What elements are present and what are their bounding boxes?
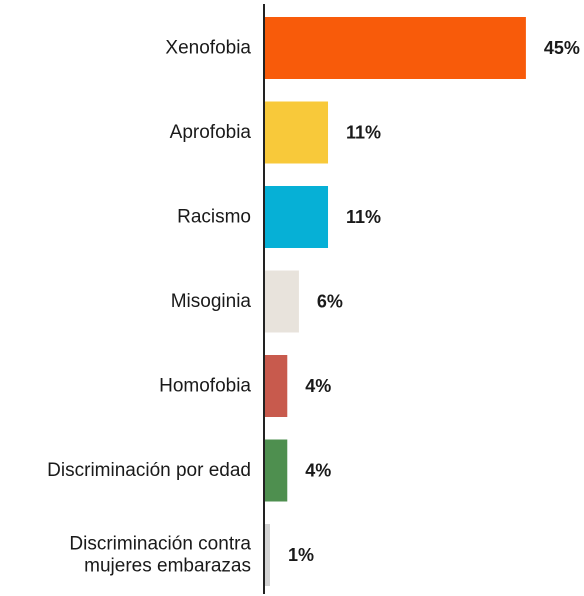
category-label-2: Racismo [177,207,251,228]
category-label-6-line-1: mujeres embarazas [84,556,251,577]
value-label-1: 11% [346,123,381,143]
category-label-6-line-0: Discriminación contra [69,534,251,555]
value-label-2: 11% [346,207,381,227]
bars-group [264,17,526,586]
value-label-4: 4% [305,376,331,396]
category-labels-group: Xenofobia Aprofobia Racismo Misoginia Homofo… [47,38,251,577]
bar-6 [264,524,270,586]
bar-5 [264,439,288,502]
category-label-5: Discriminación por edad [47,460,251,481]
value-label-6: 1% [288,545,314,565]
value-label-0: 45% [544,38,580,58]
bar-4 [264,355,288,417]
bar-1 [264,101,329,164]
category-label-4: Homofobia [159,376,251,397]
category-label-1: Aprofobia [170,122,252,143]
bar-2 [264,186,329,248]
bar-0 [264,17,526,79]
category-label-3: Misoginia [171,291,252,312]
category-label-0: Xenofobia [165,38,251,59]
bar-3 [264,270,299,333]
value-label-3: 6% [317,292,343,312]
value-labels-group: 45% 11% 11% 6% 4% 4% 1% [288,38,580,565]
value-label-5: 4% [305,461,331,481]
